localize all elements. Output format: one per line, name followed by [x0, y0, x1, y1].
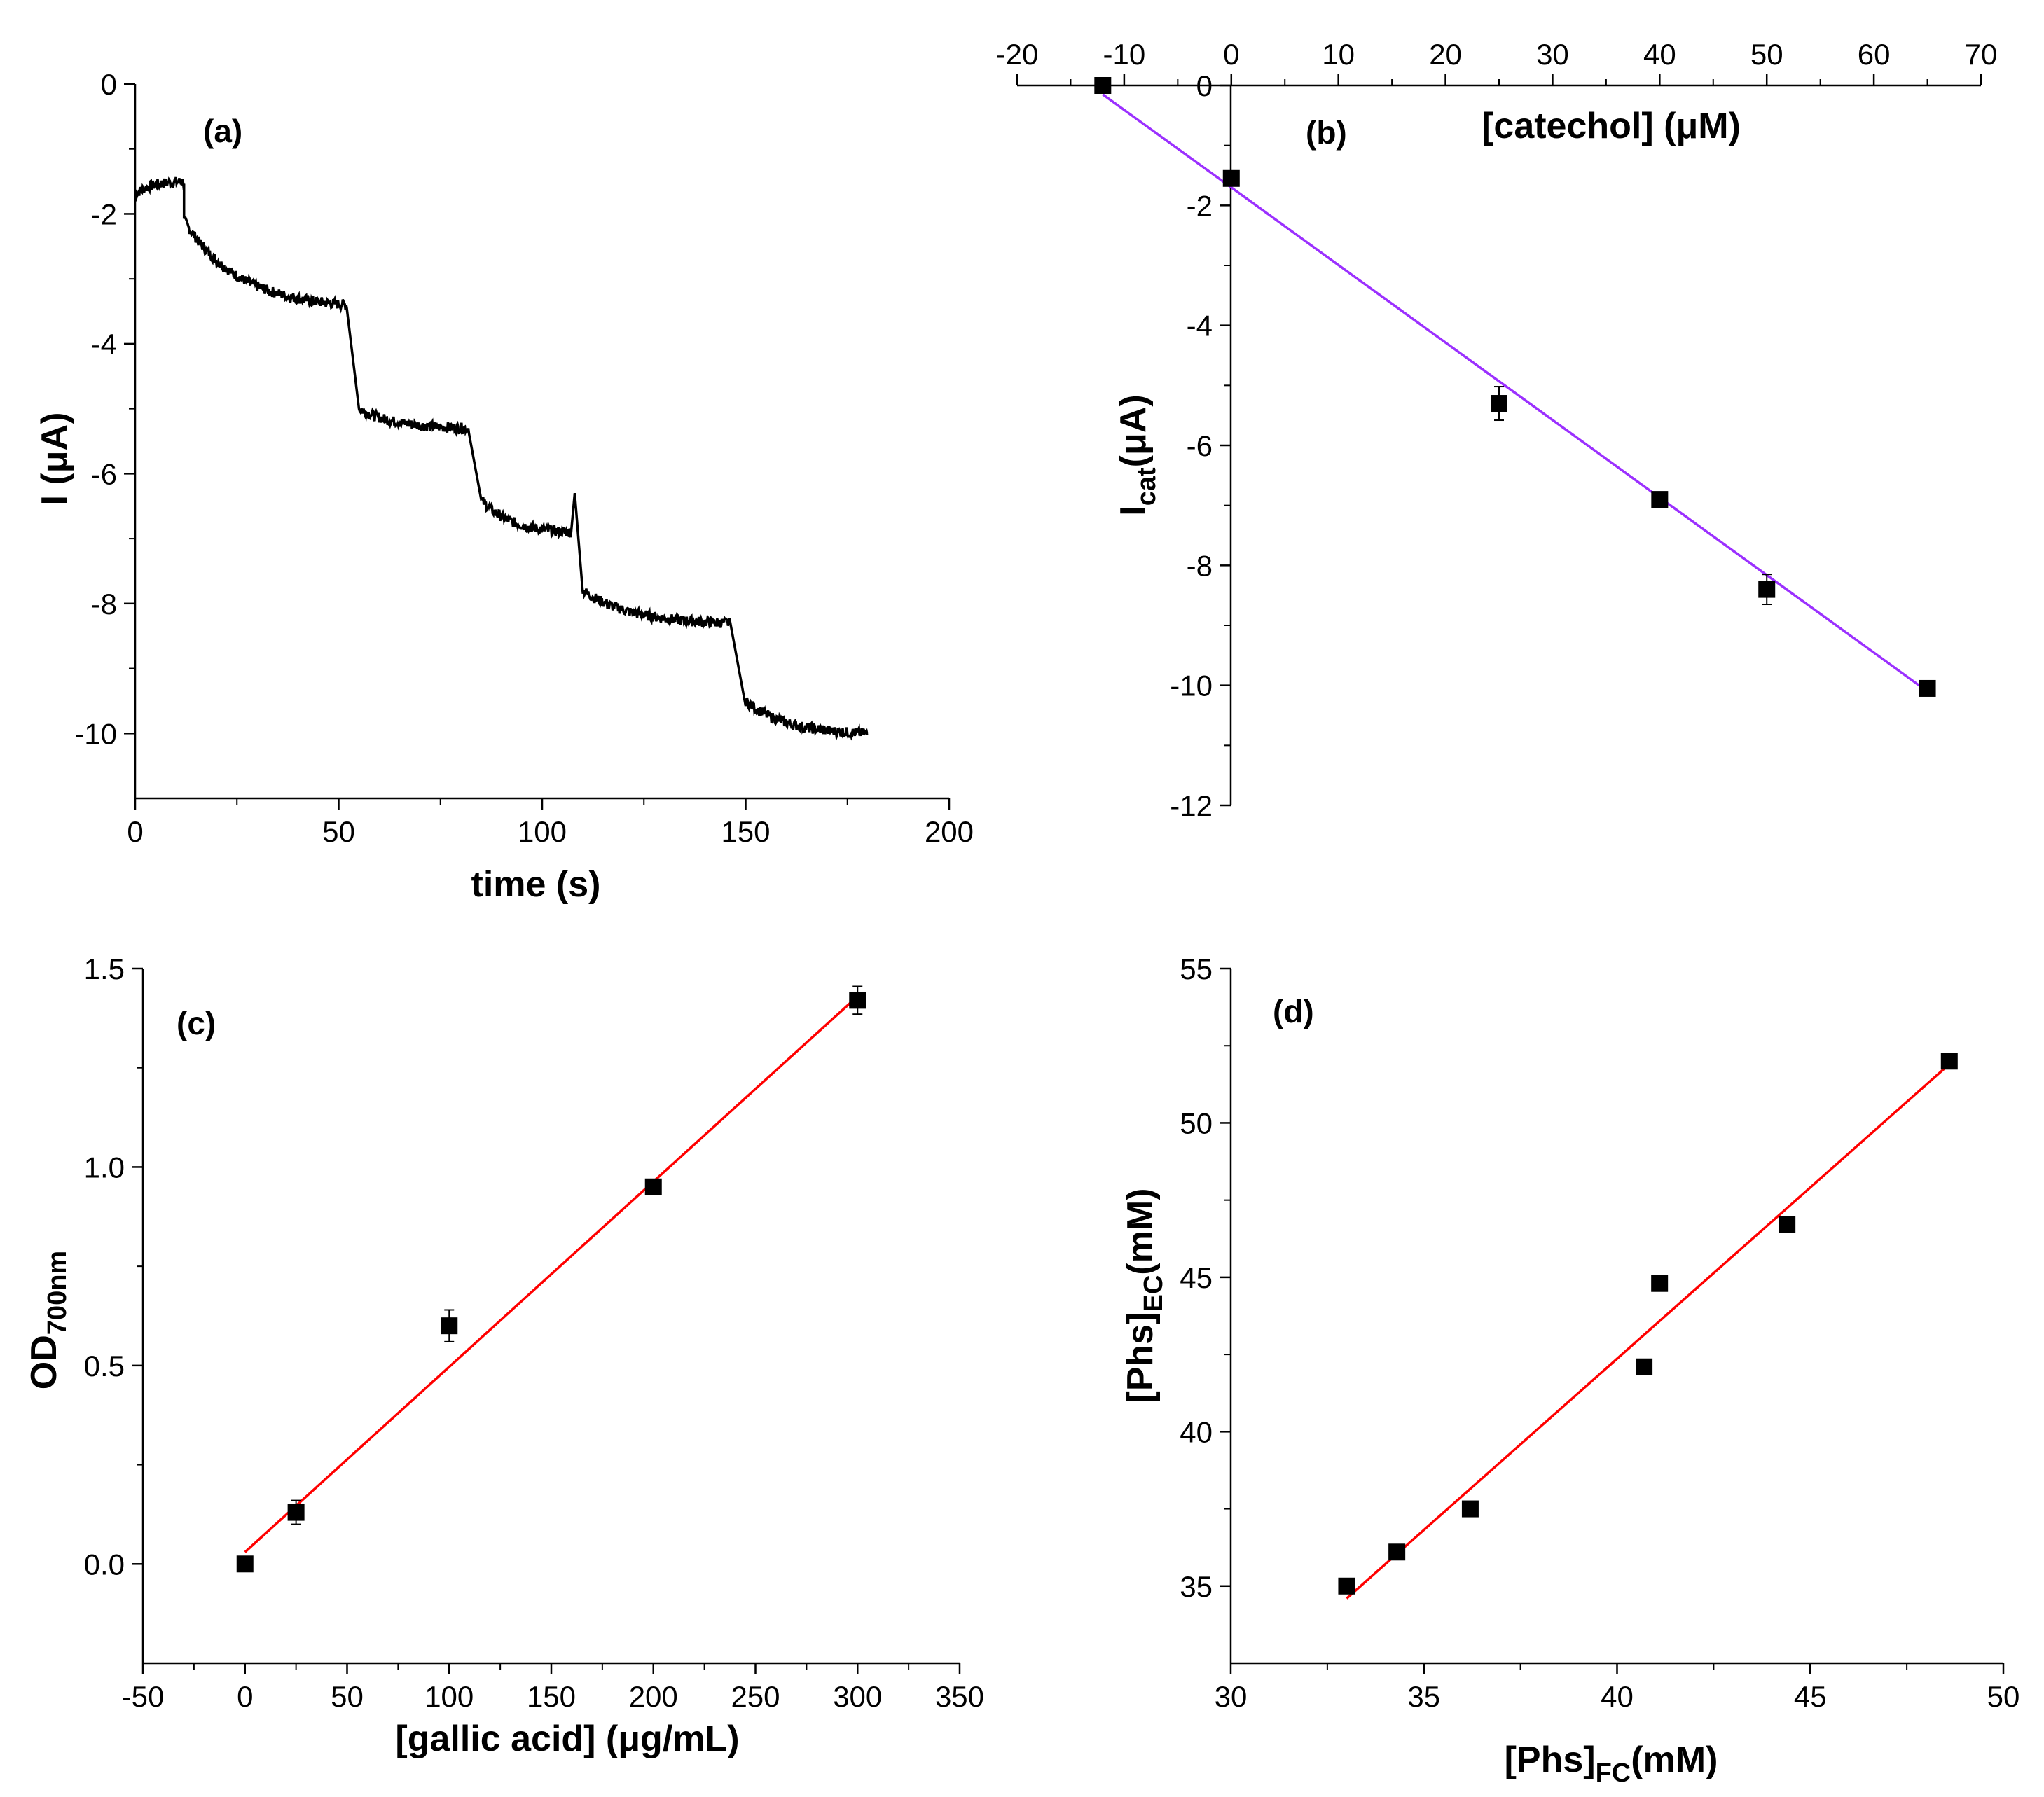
x-axis-label-c: [gallic acid] (μg/mL) — [395, 1719, 739, 1759]
x-tick-label: 50 — [1750, 38, 1783, 71]
y-axis-label-b: Icat(μA) — [1113, 394, 1161, 515]
y-axis-label-c: OD700nm — [24, 1251, 72, 1389]
panel-label-c: (c) — [177, 1005, 216, 1041]
y-tick-label: -10 — [1170, 669, 1213, 702]
panel-a: 0 50 100 150 200 0 -2 -4 -6 -8 -10 (a) time (s) I … — [34, 68, 974, 905]
data-point — [849, 992, 866, 1009]
x-tick-label: -50 — [122, 1680, 165, 1713]
y-tick-label: -10 — [74, 717, 117, 750]
y-tick-label: 40 — [1180, 1415, 1213, 1448]
x-tick-label: 50 — [322, 815, 355, 848]
data-point — [1651, 1275, 1669, 1292]
x-tick-label: 0 — [1223, 38, 1239, 71]
panel-label-b: (b) — [1306, 114, 1347, 151]
x-tick-label: 45 — [1794, 1680, 1827, 1713]
data-point — [1491, 395, 1507, 412]
x-tick-label: 20 — [1429, 38, 1462, 71]
y-tick-label: 0.5 — [84, 1350, 125, 1382]
data-point — [1222, 169, 1240, 187]
y-tick-label: -4 — [91, 328, 117, 361]
y-tick-label: 1.0 — [84, 1151, 125, 1184]
fit-line-c — [244, 995, 859, 1553]
current-trace — [134, 176, 869, 742]
x-axis-label-a: time (s) — [471, 864, 601, 905]
x-tick-label: 35 — [1407, 1680, 1440, 1713]
x-tick-label: 150 — [527, 1680, 576, 1713]
data-point — [1779, 1216, 1796, 1233]
y-tick-label: 50 — [1180, 1106, 1213, 1139]
y-tick-label: -2 — [91, 197, 117, 230]
x-axis-label-b: [catechol] (μM) — [1482, 106, 1741, 146]
x-tick-label: 30 — [1215, 1680, 1248, 1713]
x-tick-label: 40 — [1643, 38, 1676, 71]
y-tick-label: -12 — [1170, 789, 1213, 822]
y-tick-label: -6 — [1187, 429, 1213, 462]
data-point — [1094, 77, 1112, 94]
x-tick-label: 60 — [1858, 38, 1891, 71]
x-tick-label: 30 — [1536, 38, 1569, 71]
y-tick-label: -4 — [1187, 310, 1213, 342]
x-tick-label: 0 — [237, 1680, 253, 1713]
y-tick-label: 0 — [1196, 69, 1213, 102]
x-tick-label: 200 — [925, 815, 974, 848]
x-tick-label: 150 — [721, 815, 770, 848]
y-tick-label: -6 — [91, 457, 117, 490]
panel-label-a: (a) — [203, 113, 242, 149]
panel-b: -20 -10 0 10 20 30 40 50 60 70 0 -2 -4 -6 -8 -10 -12 (b)… — [996, 38, 1998, 822]
y-tick-label: 0 — [101, 68, 117, 101]
y-tick-label: 35 — [1180, 1570, 1213, 1603]
x-tick-label: 10 — [1322, 38, 1355, 71]
panel-c: -50 0 50 100 150 200 250 300 350 0.0 0.5 1.0 1.5 (c)… — [24, 952, 984, 1759]
data-point — [1461, 1500, 1479, 1518]
x-tick-label: 100 — [518, 815, 567, 848]
x-tick-label: 40 — [1601, 1680, 1634, 1713]
y-tick-label: -8 — [91, 588, 117, 620]
fit-line-d — [1346, 1063, 1950, 1600]
data-point — [1636, 1358, 1653, 1375]
data-point — [441, 1317, 458, 1335]
x-tick-label: 350 — [935, 1680, 984, 1713]
data-point — [1338, 1577, 1355, 1595]
data-point — [1940, 1053, 1958, 1070]
y-tick-label: 1.5 — [84, 952, 125, 985]
x-tick-label: 300 — [833, 1680, 882, 1713]
fit-line-b — [1102, 93, 1928, 693]
data-point — [1388, 1543, 1406, 1561]
x-tick-label: -20 — [996, 38, 1039, 71]
x-tick-label: 70 — [1965, 38, 1998, 71]
y-axis-label-a: I (μA) — [34, 412, 75, 506]
y-axis-label-d: [Phs]EC(mM) — [1120, 1188, 1168, 1403]
data-point — [1651, 491, 1669, 508]
panel-label-d: (d) — [1273, 993, 1314, 1029]
x-tick-label: 50 — [331, 1680, 364, 1713]
x-tick-label: 100 — [424, 1680, 474, 1713]
y-tick-label: -8 — [1187, 549, 1213, 582]
x-tick-label: -10 — [1103, 38, 1146, 71]
y-tick-label: 45 — [1180, 1261, 1213, 1294]
x-tick-label: 250 — [731, 1680, 780, 1713]
data-point — [644, 1178, 662, 1195]
x-tick-label: 50 — [1987, 1680, 2020, 1713]
y-tick-label: -2 — [1187, 189, 1213, 222]
data-point — [1758, 581, 1776, 598]
y-tick-label: 0.0 — [84, 1548, 125, 1581]
data-point — [287, 1504, 305, 1521]
x-tick-label: 200 — [629, 1680, 678, 1713]
panel-d: 30 35 40 45 50 35 40 45 50 55 (d) [Phs]FC(mM) [Ph… — [1120, 952, 2019, 1788]
x-tick-label: 0 — [127, 815, 143, 848]
data-point — [236, 1555, 254, 1573]
y-tick-label: 55 — [1180, 952, 1213, 985]
x-axis-label-d: [Phs]FC(mM) — [1505, 1740, 1718, 1788]
data-point — [1919, 679, 1936, 697]
